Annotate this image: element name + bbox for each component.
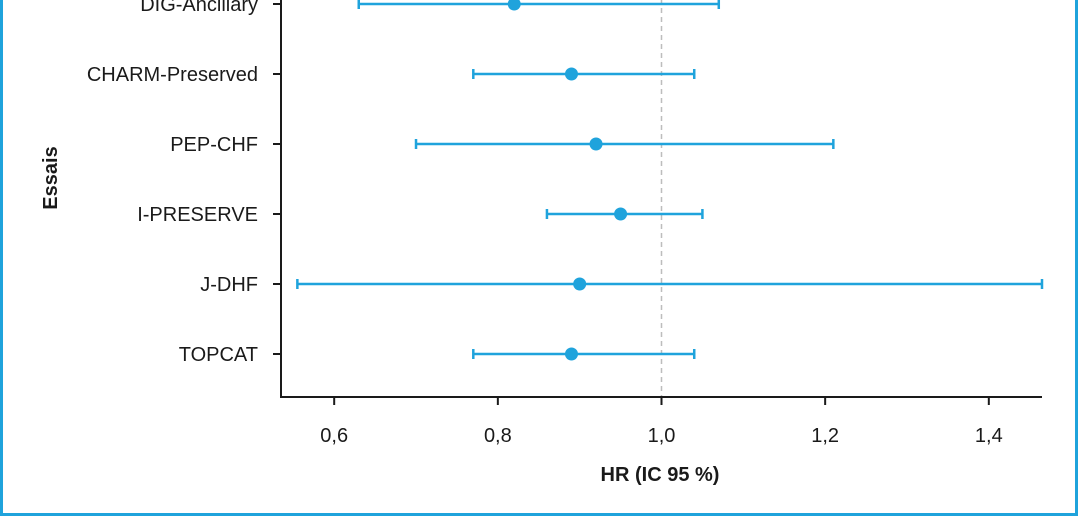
- study-label: J-DHF: [200, 274, 258, 296]
- hr-point: [614, 207, 628, 221]
- study-label: CHARM-Preserved: [87, 64, 258, 86]
- hr-point: [564, 347, 578, 361]
- x-tick-label: 1,4: [975, 425, 1003, 447]
- study-label: PEP-CHF: [170, 134, 258, 156]
- x-axis-title: HR (IC 95 %): [601, 464, 720, 486]
- study-label: TOPCAT: [179, 344, 258, 366]
- study-label: DIG-Ancillary: [140, 0, 258, 16]
- x-tick-label: 1,2: [811, 425, 839, 447]
- hr-point: [564, 67, 578, 81]
- hr-point: [507, 0, 521, 11]
- x-tick-label: 0,6: [320, 425, 348, 447]
- x-tick-label: 1,0: [648, 425, 676, 447]
- hr-point: [573, 277, 587, 291]
- x-tick-label: 0,8: [484, 425, 512, 447]
- study-label: I-PRESERVE: [137, 204, 258, 226]
- hr-point: [589, 137, 603, 151]
- y-axis-title: Essais: [40, 146, 62, 209]
